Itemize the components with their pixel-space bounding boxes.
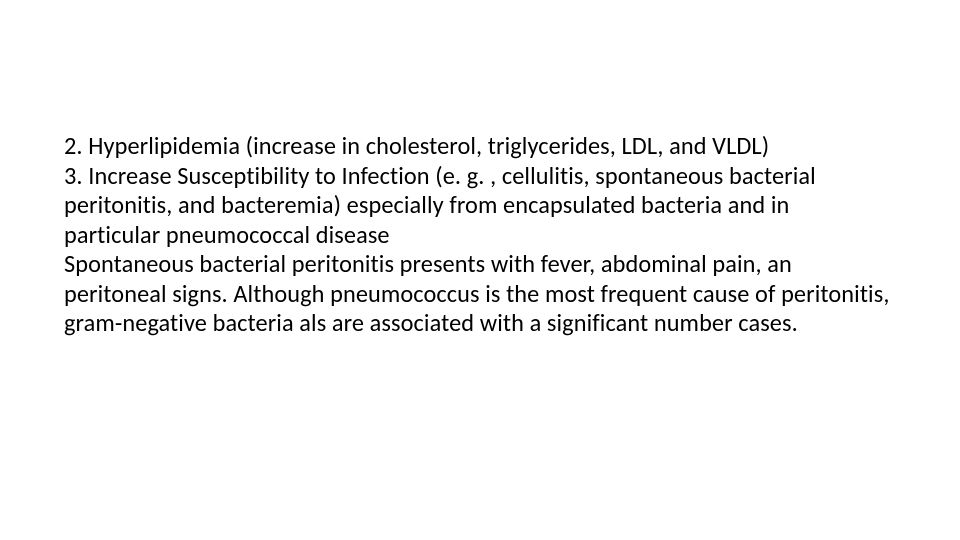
paragraph-3: Spontaneous bacterial peritonitis presen…	[64, 250, 890, 339]
paragraph-2: 3. Increase Susceptibility to Infection …	[64, 162, 890, 251]
paragraph-1: 2. Hyperlipidemia (increase in cholester…	[64, 132, 890, 162]
body-text: 2. Hyperlipidemia (increase in cholester…	[64, 132, 890, 339]
slide: 2. Hyperlipidemia (increase in cholester…	[0, 0, 960, 540]
